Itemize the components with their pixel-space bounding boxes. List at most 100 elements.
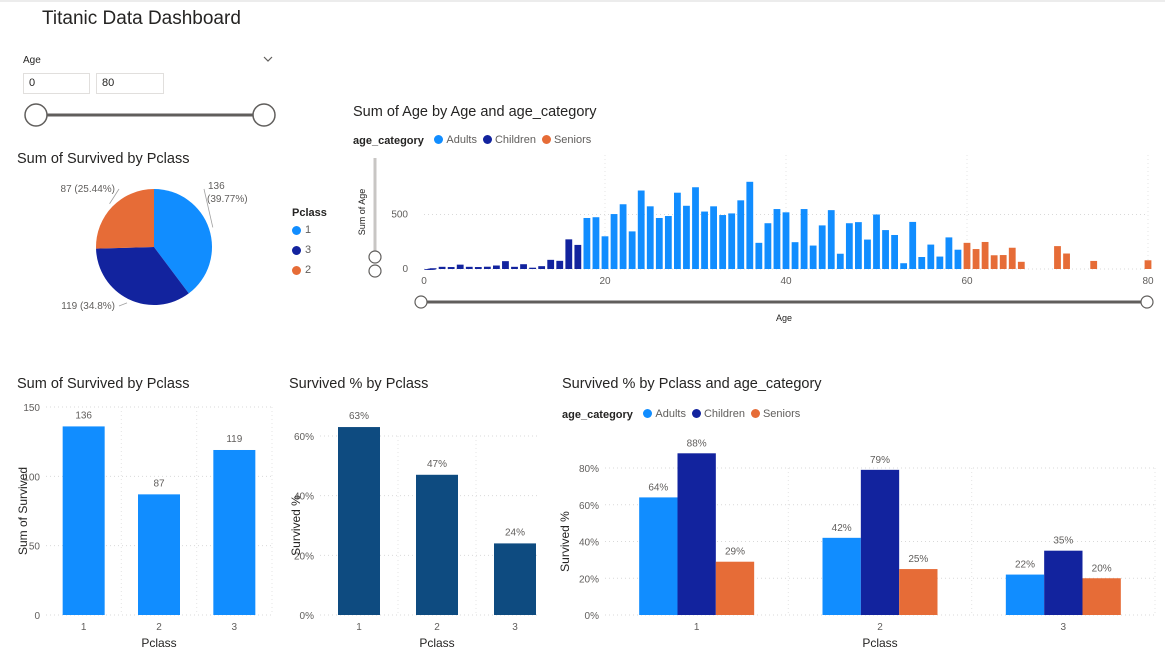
y-axis-label: Survived %: [289, 495, 303, 556]
age-bar: [909, 221, 917, 269]
x-tick-label: 3: [512, 622, 518, 633]
age-bar: [547, 259, 555, 269]
age-bar: [428, 268, 436, 270]
age-range-slider[interactable]: [22, 102, 278, 128]
x-tick-label: 2: [877, 622, 883, 633]
age-x-axis-label: Age: [776, 313, 792, 323]
chevron-down-icon[interactable]: [262, 54, 274, 64]
legend-label: Seniors: [553, 133, 592, 146]
data-label: 79%: [870, 455, 890, 466]
age-x-tick-label: 0: [421, 276, 427, 287]
data-label: 87: [153, 478, 165, 489]
age-bar: [873, 214, 880, 269]
legend-item: Seniors: [541, 133, 592, 146]
slider-handle-min[interactable]: [24, 103, 48, 127]
age-bar: [855, 222, 862, 269]
age-bar: [592, 217, 600, 269]
slider-handle-max[interactable]: [252, 103, 276, 127]
x-zoom-slider-handle-left: [414, 295, 428, 309]
age-bar: [1054, 246, 1061, 269]
age-chart-title: Sum of Age by Age and age_category: [353, 104, 597, 120]
legend-marker: [292, 265, 301, 275]
y-tick-label: 0%: [300, 611, 315, 622]
age-bar: [1090, 260, 1098, 269]
age-bar: [999, 255, 1007, 269]
age-bar: [845, 223, 853, 269]
legend-label: Children: [494, 133, 536, 146]
bar3-legend-title: age_category: [562, 409, 633, 421]
age-y-tick-label: 0: [402, 264, 408, 275]
bar: [1044, 550, 1083, 615]
top-border: [0, 0, 1165, 2]
y-tick-label: 0: [34, 611, 40, 622]
age-bar: [701, 211, 708, 269]
age-bar: [465, 266, 473, 269]
legend-marker: [643, 409, 653, 418]
age-max-input[interactable]: 80: [96, 73, 164, 94]
data-label: 42%: [832, 523, 852, 534]
age-bar: [628, 231, 636, 269]
x-tick-label: 2: [156, 622, 162, 633]
age-bar: [1017, 261, 1025, 269]
bar2-title: Survived % by Pclass: [289, 376, 429, 392]
data-label: 20%: [1092, 563, 1112, 574]
age-bar: [447, 267, 455, 269]
data-label: 35%: [1053, 536, 1073, 547]
age-min-input[interactable]: 0: [23, 73, 90, 94]
legend-label: 3: [305, 244, 312, 256]
bar: [1005, 574, 1045, 615]
pie-legend: Pclass 1 3 2: [292, 207, 327, 284]
bar: [416, 474, 458, 615]
age-bar: [646, 206, 654, 269]
age-bar: [710, 206, 717, 269]
age-bar: [565, 239, 573, 269]
age-bar: [655, 217, 663, 269]
age-bar: [936, 256, 944, 269]
age-x-tick-label: 80: [1142, 276, 1154, 287]
age-bar: [891, 234, 898, 269]
age-bar: [981, 241, 989, 269]
x-tick-label: 1: [356, 622, 362, 633]
age-legend-title: age_category: [353, 135, 424, 147]
age-bar: [782, 212, 790, 269]
y-tick-label: 60%: [579, 501, 599, 512]
age-bar: [818, 225, 826, 269]
x-axis-label: Pclass: [419, 636, 454, 650]
age-bar: [692, 187, 699, 269]
legend-label: Adults: [446, 133, 477, 146]
age-bar: [963, 242, 971, 269]
age-bar: [574, 244, 582, 269]
bar: [338, 427, 380, 615]
age-bar: [728, 213, 736, 269]
y-axis-label: Sum of Survived: [16, 467, 30, 555]
age-bar: [520, 264, 527, 269]
pie-slice: [154, 189, 213, 294]
legend-label: 1: [305, 224, 312, 236]
x-tick-label: 1: [694, 622, 700, 633]
legend-label: Seniors: [762, 407, 801, 420]
bar: [213, 449, 256, 615]
pie-slice: [96, 189, 154, 249]
age-bar: [990, 255, 998, 269]
pie-legend-item: 3: [292, 244, 327, 256]
data-label: 63%: [349, 411, 369, 422]
y-tick-label: 100: [23, 472, 40, 483]
pie-legend-title: Pclass: [292, 207, 327, 219]
age-bar: [493, 265, 500, 269]
age-bar: [746, 181, 754, 269]
y-tick-label: 20%: [579, 574, 599, 585]
bar: [860, 469, 900, 615]
age-x-tick-label: 60: [961, 276, 973, 287]
age-bar: [864, 239, 871, 269]
bar: [639, 497, 678, 615]
age-bar: [664, 216, 672, 269]
bar: [822, 537, 861, 615]
legend-marker: [482, 135, 492, 144]
pie-legend-item: 1: [292, 224, 327, 236]
age-bar: [945, 237, 953, 269]
y-zoom-slider-handle-bottom: [368, 264, 382, 278]
age-x-tick-label: 20: [599, 276, 611, 287]
x-tick-label: 1: [81, 622, 87, 633]
data-label: 88%: [687, 438, 707, 449]
legend-item: Adults: [643, 408, 686, 420]
